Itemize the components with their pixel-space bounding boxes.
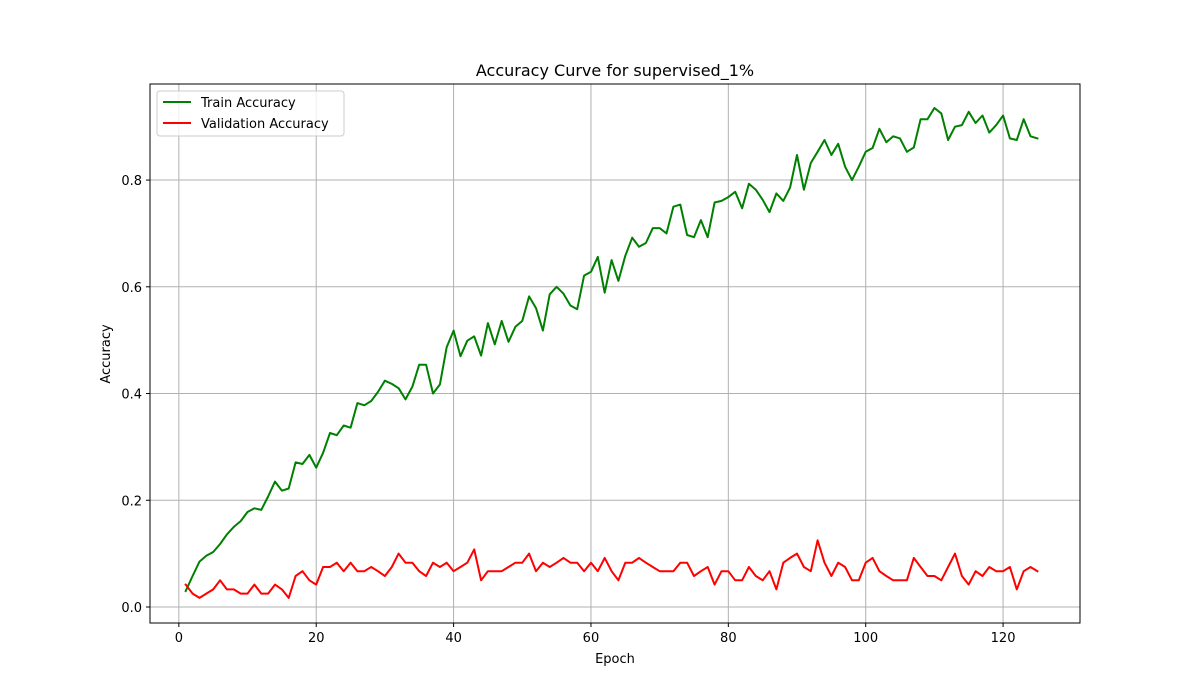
y-tick-label: 0.0 <box>121 601 142 616</box>
y-axis-label: Accuracy <box>99 324 114 384</box>
x-tick-label: 80 <box>720 631 737 646</box>
legend-box <box>156 90 345 137</box>
y-axis-ticks: 0.0 0.2 0.4 0.6 0.8 <box>121 174 150 616</box>
train-accuracy-line <box>184 107 1039 593</box>
x-axis-label: Epoch <box>595 652 635 667</box>
legend-label-train: Train Accuracy <box>200 96 296 111</box>
y-tick-label: 0.2 <box>121 494 142 509</box>
validation-accuracy-line <box>184 539 1039 599</box>
chart-title: Accuracy Curve for supervised_1% <box>476 61 754 81</box>
plot-frame <box>149 83 1081 624</box>
grid <box>150 84 1080 623</box>
y-tick-label: 0.8 <box>121 174 142 189</box>
legend: Train Accuracy Validation Accuracy <box>156 90 345 137</box>
y-tick-label: 0.4 <box>121 388 142 403</box>
x-tick-label: 20 <box>308 631 325 646</box>
x-tick-label: 120 <box>991 631 1016 646</box>
legend-label-validation: Validation Accuracy <box>201 117 329 132</box>
x-tick-label: 0 <box>175 631 183 646</box>
y-tick-label: 0.6 <box>121 281 142 296</box>
series-lines <box>184 107 1039 599</box>
x-tick-label: 100 <box>853 631 878 646</box>
x-tick-label: 40 <box>445 631 462 646</box>
x-tick-label: 60 <box>583 631 600 646</box>
x-axis-ticks: 0 20 40 60 80 100 120 <box>175 623 1016 646</box>
